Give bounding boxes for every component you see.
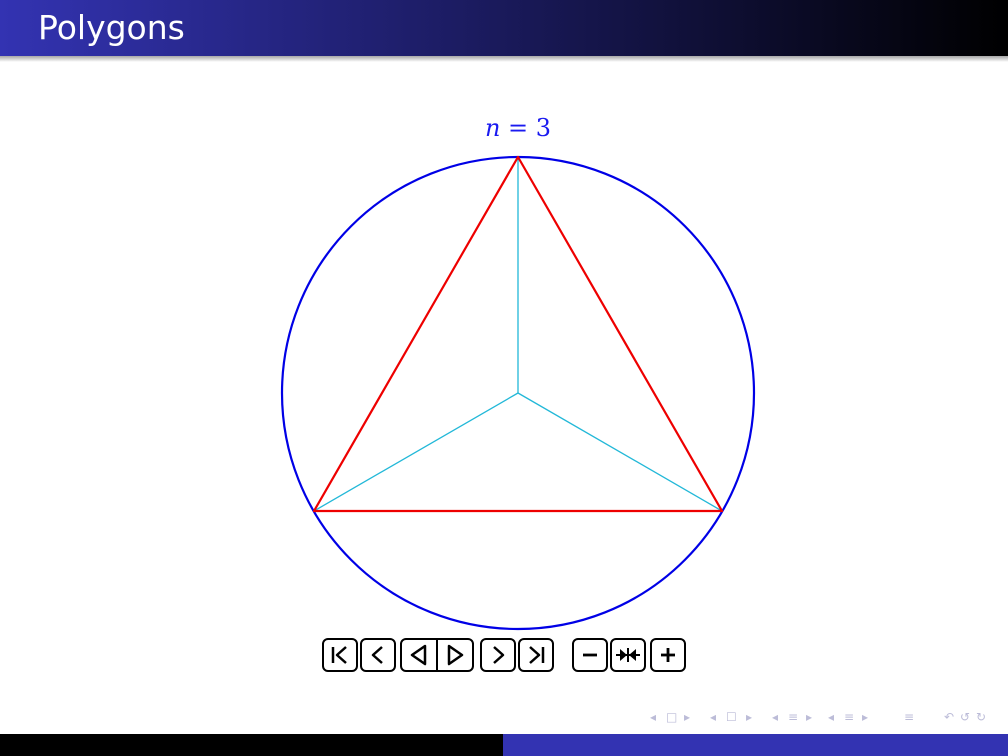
- slower-button[interactable]: [572, 638, 608, 672]
- faster-button[interactable]: [650, 638, 686, 672]
- nav-frame-icon[interactable]: ☐: [726, 710, 737, 724]
- nav-prev-slide-arrow[interactable]: ◂: [650, 710, 657, 724]
- frame-title-bar: [0, 0, 1008, 56]
- equals-sign: =: [500, 114, 536, 142]
- step-forward-icon: [493, 646, 505, 664]
- skip-to-first-icon: [331, 646, 347, 664]
- nav-appendix-icon[interactable]: ≡: [904, 710, 915, 724]
- play-forward-button[interactable]: [436, 638, 474, 672]
- n-value: 3: [535, 114, 552, 142]
- footer-bar-right: [503, 734, 1008, 756]
- nav-prev-subsection-arrow[interactable]: ◂: [772, 710, 779, 724]
- n-variable: n: [484, 114, 501, 142]
- nav-slide-icon[interactable]: □: [666, 710, 678, 724]
- nav-next-frame-arrow[interactable]: ▸: [746, 710, 753, 724]
- nav-subsection-icon[interactable]: ≡: [788, 710, 799, 724]
- reset-speed-icon: [616, 648, 640, 662]
- play-backward-icon: [410, 644, 427, 666]
- spoke-left: [313, 392, 519, 512]
- nav-next-slide-arrow[interactable]: ▸: [684, 710, 691, 724]
- skip-to-last-icon: [529, 646, 545, 664]
- last-frame-button[interactable]: [518, 638, 554, 672]
- nav-prev-section-arrow[interactable]: ◂: [828, 710, 835, 724]
- first-frame-button[interactable]: [322, 638, 358, 672]
- frame-title: Polygons: [38, 8, 185, 47]
- plus-icon: [661, 648, 675, 662]
- title-bar-shadow: [0, 56, 1008, 62]
- footer-bar-left: [0, 734, 503, 756]
- spoke-right: [517, 392, 723, 512]
- nav-next-subsection-arrow[interactable]: ▸: [806, 710, 813, 724]
- spokes: [313, 157, 723, 512]
- nav-next-section-arrow[interactable]: ▸: [862, 710, 869, 724]
- nav-back-icon[interactable]: ↶: [944, 710, 955, 724]
- step-back-icon: [371, 646, 383, 664]
- nav-search-icon[interactable]: ↺: [960, 710, 971, 724]
- play-forward-icon: [447, 644, 464, 666]
- play-backward-button[interactable]: [400, 638, 438, 672]
- nav-forward-icon[interactable]: ↻: [976, 710, 987, 724]
- nav-section-icon[interactable]: ≡: [844, 710, 855, 724]
- previous-frame-button[interactable]: [360, 638, 396, 672]
- inscribed-triangle: [312, 155, 724, 513]
- minus-icon: [583, 653, 597, 657]
- nav-prev-frame-arrow[interactable]: ◂: [710, 710, 717, 724]
- next-frame-button[interactable]: [480, 638, 516, 672]
- n-label: n = 3: [478, 114, 558, 142]
- default-speed-button[interactable]: [610, 638, 646, 672]
